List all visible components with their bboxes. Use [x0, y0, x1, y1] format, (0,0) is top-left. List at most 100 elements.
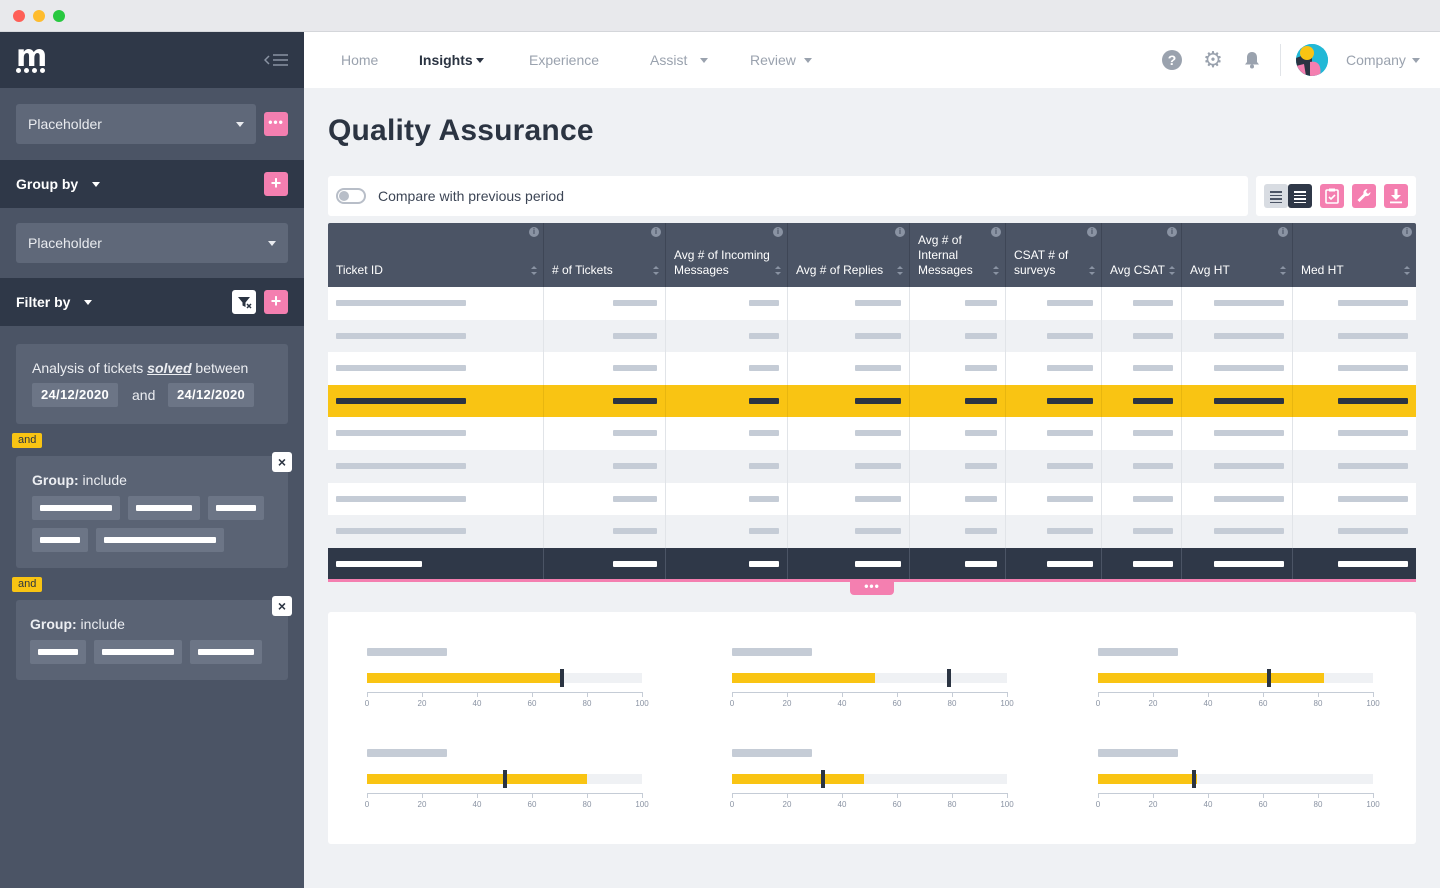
group-chip[interactable]: [30, 640, 86, 664]
compare-toggle[interactable]: [336, 188, 366, 204]
group-by-select[interactable]: Placeholder: [16, 223, 288, 263]
compact-view-button[interactable]: [1264, 184, 1288, 208]
gear-icon[interactable]: ⚙: [1203, 47, 1223, 72]
bullet-gauge: 0 20 40 60 80 100: [365, 648, 657, 728]
cell-placeholder: [1214, 365, 1284, 372]
sort-icon[interactable]: [531, 266, 537, 275]
cell-placeholder: [336, 560, 422, 567]
table-row-highlighted[interactable]: [328, 384, 1416, 418]
info-icon[interactable]: i: [529, 227, 539, 237]
gauge-tick: 80: [1314, 793, 1322, 809]
group-chip[interactable]: [208, 496, 264, 520]
group-chip[interactable]: [128, 496, 200, 520]
column-header[interactable]: Avg # of Incoming Messages i: [666, 223, 788, 287]
nav-assist[interactable]: Assist: [650, 52, 688, 68]
gauge-tick-label: 20: [1148, 699, 1158, 708]
table-cell: [1182, 319, 1293, 353]
cell-placeholder: [965, 495, 997, 502]
sort-icon[interactable]: [1404, 266, 1410, 275]
info-icon[interactable]: i: [1402, 227, 1412, 237]
info-icon[interactable]: i: [651, 227, 661, 237]
sort-icon[interactable]: [1280, 266, 1286, 275]
collapse-sidebar-icon[interactable]: [263, 52, 288, 68]
page-title: Quality Assurance: [328, 114, 594, 147]
date-from-chip[interactable]: 24/12/2020: [32, 383, 119, 407]
info-icon[interactable]: i: [1278, 227, 1288, 237]
nav-experience[interactable]: Experience: [529, 52, 600, 68]
resize-handle[interactable]: •••: [850, 580, 894, 595]
gauge-title-placeholder: [732, 648, 812, 656]
column-header[interactable]: Avg # of Internal Messages i: [910, 223, 1006, 287]
table-row[interactable]: [328, 449, 1416, 483]
gauge-fill: [732, 673, 875, 683]
chevron-down-icon[interactable]: [84, 300, 92, 305]
clipboard-button[interactable]: [1320, 184, 1344, 208]
nav-review[interactable]: Review: [750, 52, 796, 68]
column-header[interactable]: Avg CSAT i: [1102, 223, 1182, 287]
expanded-view-button[interactable]: [1288, 184, 1312, 208]
table-row[interactable]: [328, 482, 1416, 516]
info-icon[interactable]: i: [991, 227, 1001, 237]
more-options-button[interactable]: •••: [264, 112, 288, 136]
group-chip[interactable]: [32, 528, 88, 552]
table-row[interactable]: [328, 515, 1416, 548]
group-chip[interactable]: [190, 640, 262, 664]
sort-icon[interactable]: [897, 266, 903, 275]
info-icon[interactable]: i: [1087, 227, 1097, 237]
bell-icon[interactable]: [1242, 50, 1262, 70]
gauge-axis: 0 20 40 60 80 100: [730, 692, 1014, 708]
group-chip[interactable]: [32, 496, 120, 520]
table-row[interactable]: [328, 417, 1416, 450]
info-icon[interactable]: i: [895, 227, 905, 237]
maximize-window-button[interactable]: [53, 10, 65, 22]
table-cell: [328, 482, 544, 516]
group-chip[interactable]: [96, 528, 224, 552]
table-row[interactable]: [328, 352, 1416, 385]
group-filter-card-2: Group: include: [16, 600, 288, 680]
group-chip[interactable]: [94, 640, 182, 664]
sort-icon[interactable]: [1169, 266, 1175, 275]
remove-group-button[interactable]: ×: [272, 452, 292, 472]
add-group-button[interactable]: +: [264, 172, 288, 196]
cell-placeholder: [855, 495, 901, 502]
table-row-total[interactable]: [328, 547, 1416, 582]
column-header[interactable]: Avg # of Replies i: [788, 223, 910, 287]
gauge-tick-label: 40: [837, 800, 847, 809]
column-header[interactable]: # of Tickets i: [544, 223, 666, 287]
download-button[interactable]: [1384, 184, 1408, 208]
chevron-down-icon[interactable]: [92, 182, 100, 187]
gauge-tick: 100: [1366, 793, 1380, 809]
remove-group-button[interactable]: ×: [272, 596, 292, 616]
clear-filter-button[interactable]: [232, 290, 256, 314]
sort-icon[interactable]: [775, 266, 781, 275]
group-by-select-value: Placeholder: [28, 235, 102, 251]
gauge-tick-label: 20: [417, 699, 427, 708]
settings-wrench-button[interactable]: [1352, 184, 1376, 208]
nav-insights[interactable]: Insights: [419, 52, 473, 68]
sort-icon[interactable]: [1089, 266, 1095, 275]
date-to-chip[interactable]: 24/12/2020: [168, 383, 255, 407]
table-row[interactable]: [328, 319, 1416, 353]
table-row[interactable]: [328, 287, 1416, 320]
info-icon[interactable]: i: [773, 227, 783, 237]
avatar[interactable]: [1296, 44, 1328, 76]
close-window-button[interactable]: [13, 10, 25, 22]
info-icon[interactable]: i: [1167, 227, 1177, 237]
top-select[interactable]: Placeholder: [16, 104, 256, 144]
column-header[interactable]: CSAT # of surveys i: [1006, 223, 1102, 287]
minimize-window-button[interactable]: [33, 10, 45, 22]
nav-home[interactable]: Home: [341, 52, 379, 68]
add-filter-button[interactable]: +: [264, 290, 288, 314]
brand-logo[interactable]: m: [16, 39, 47, 74]
company-selector[interactable]: Company: [1346, 52, 1406, 68]
table-cell: [1293, 548, 1416, 579]
gauge-tick-label: 60: [892, 800, 902, 809]
column-header[interactable]: Med HT i: [1293, 223, 1416, 287]
help-icon[interactable]: ?: [1162, 50, 1182, 70]
column-header[interactable]: Avg HT i: [1182, 223, 1293, 287]
column-header[interactable]: Ticket ID i: [328, 223, 544, 287]
analysis-keyword[interactable]: solved: [147, 360, 192, 376]
sort-icon[interactable]: [993, 266, 999, 275]
table-cell: [1006, 515, 1102, 548]
sort-icon[interactable]: [653, 266, 659, 275]
